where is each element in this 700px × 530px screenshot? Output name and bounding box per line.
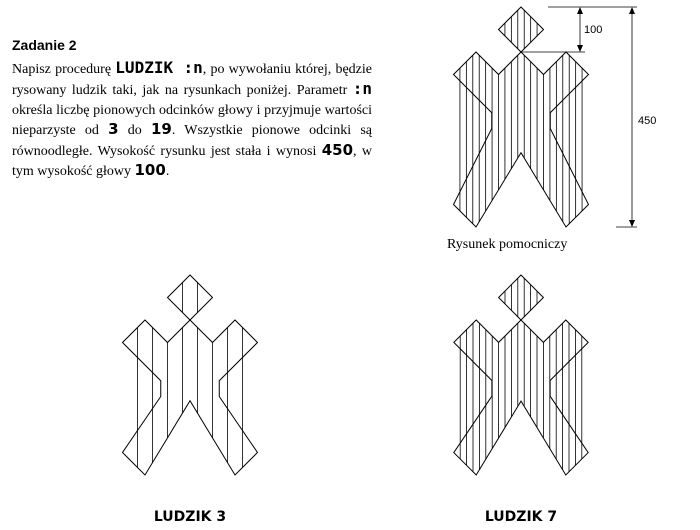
- head-diamond: [166, 274, 214, 321]
- head-height-value: 100: [134, 161, 166, 179]
- height-dimension-label: 450: [638, 115, 656, 127]
- task-text-part: , w tym wysokość głowy: [12, 143, 372, 180]
- procedure-name: LUDZIK :n: [115, 57, 203, 77]
- ludzik-3-figure: [121, 274, 259, 476]
- task-text-part: , po wywołaniu której, będzie rysowany l…: [12, 61, 373, 99]
- ludzik-7-caption: LUDZIK 7: [484, 509, 558, 525]
- parameter-name: :n: [352, 79, 372, 98]
- head-dimension-label: 100: [584, 24, 602, 36]
- helper-figure: [452, 6, 590, 228]
- height-value: 450: [321, 140, 354, 159]
- ludzik-7-figure: [453, 274, 589, 476]
- task-text-part: Napisz procedurę: [12, 61, 116, 77]
- task-title: Zadanie 2: [12, 37, 77, 53]
- body-outline: [453, 319, 589, 476]
- dimension-lines: 100 450: [521, 6, 656, 228]
- task-text-part: określa liczbę pionowych odcinków głowy …: [12, 102, 372, 139]
- body-outline: [452, 51, 590, 228]
- task-text: Zadanie 2 Napisz procedurę LUDZIK :n, po…: [12, 36, 372, 182]
- min-value: 3: [108, 120, 119, 138]
- task-text-part: .: [165, 164, 170, 179]
- task-text-part: do: [118, 123, 151, 138]
- task-text-part: . Wszystkie pionowe odcinki są równoodle…: [12, 123, 372, 159]
- helper-caption: Rysunek pomocniczy: [447, 237, 568, 252]
- body-outline: [121, 319, 259, 476]
- max-value: 19: [150, 120, 172, 138]
- ludzik-3-caption: LUDZIK 3: [153, 509, 227, 525]
